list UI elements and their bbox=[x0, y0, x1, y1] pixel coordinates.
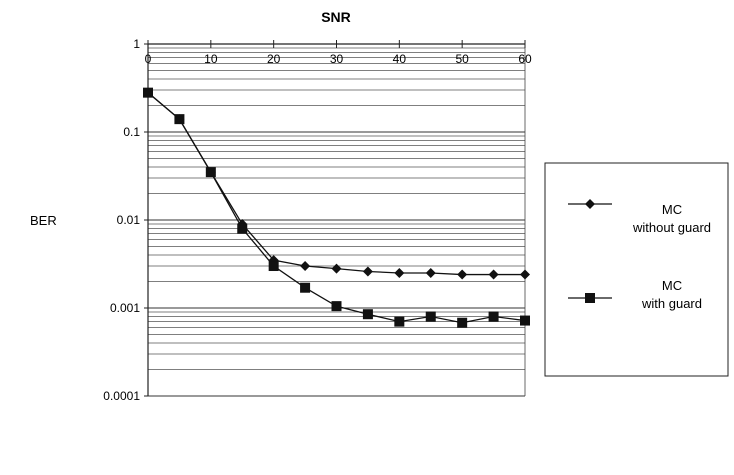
x-tick-label: 0 bbox=[145, 52, 152, 66]
legend-label: MC bbox=[662, 202, 682, 217]
data-point bbox=[394, 316, 405, 327]
legend-marker bbox=[585, 293, 595, 303]
data-point bbox=[457, 317, 468, 328]
series-layer bbox=[143, 87, 530, 328]
data-point bbox=[520, 315, 530, 326]
legend-marker bbox=[585, 199, 595, 209]
legend-label: without guard bbox=[632, 220, 711, 235]
data-point bbox=[300, 261, 311, 272]
legend-entry: MC with guard bbox=[568, 278, 702, 311]
x-tick-label: 60 bbox=[518, 52, 532, 66]
x-tick-labels: 0 10 20 30 40 50 60 bbox=[145, 40, 532, 66]
data-point bbox=[174, 114, 185, 125]
y-tick-labels: 1 0.1 0.01 0.001 0.0001 bbox=[103, 37, 148, 403]
legend-label: MC bbox=[662, 278, 682, 293]
x-tick-label: 50 bbox=[455, 52, 469, 66]
data-point bbox=[425, 267, 436, 278]
y-tick-label: 1 bbox=[133, 37, 140, 51]
y-tick-label: 0.01 bbox=[117, 213, 141, 227]
data-point bbox=[205, 167, 216, 178]
x-tick-label: 30 bbox=[330, 52, 344, 66]
chart-title: SNR bbox=[321, 9, 351, 25]
data-point bbox=[425, 311, 436, 322]
data-point bbox=[488, 311, 499, 322]
data-point bbox=[362, 266, 373, 277]
data-point bbox=[237, 223, 248, 234]
data-point bbox=[331, 263, 342, 274]
data-point bbox=[394, 267, 405, 278]
legend: MC without guard MC with guard bbox=[544, 162, 729, 377]
data-point bbox=[362, 309, 373, 320]
legend-entry: MC without guard bbox=[568, 199, 711, 235]
x-tick-label: 40 bbox=[393, 52, 407, 66]
data-point bbox=[457, 269, 468, 280]
data-point bbox=[143, 87, 153, 98]
legend-label: with guard bbox=[641, 296, 702, 311]
y-axis-label: BER bbox=[30, 213, 57, 228]
data-point bbox=[488, 269, 499, 280]
series-2 bbox=[143, 87, 530, 328]
x-tick-label: 20 bbox=[267, 52, 281, 66]
y-tick-label: 0.1 bbox=[123, 125, 140, 139]
data-point bbox=[300, 282, 311, 293]
data-point bbox=[331, 301, 342, 312]
legend-box bbox=[544, 162, 729, 377]
data-point bbox=[520, 269, 530, 280]
data-point bbox=[268, 261, 279, 272]
y-tick-label: 0.001 bbox=[110, 301, 140, 315]
x-tick-label: 10 bbox=[204, 52, 218, 66]
y-tick-label: 0.0001 bbox=[103, 389, 140, 403]
